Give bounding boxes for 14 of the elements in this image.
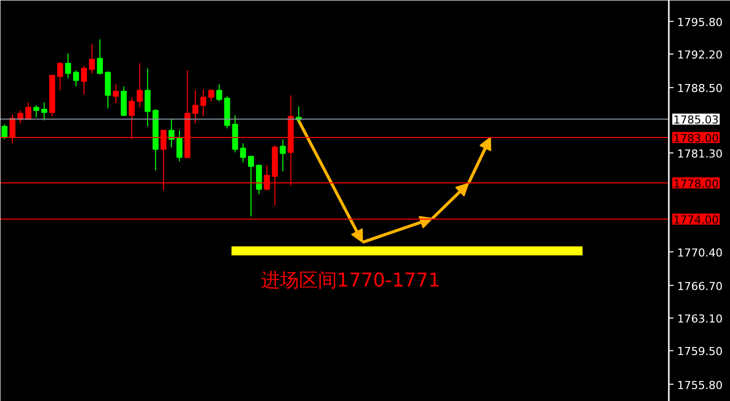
ref-line-label: 1774.00 [673, 214, 719, 227]
y-tick-label: 1755.80 [677, 378, 723, 392]
ref-line-label: 1785.03 [673, 114, 719, 127]
ref-line-label: 1778.00 [673, 177, 719, 190]
y-tick-label: 1766.70 [677, 280, 723, 293]
y-tick-label: 1759.50 [677, 345, 723, 358]
band-label: 进场区间1770-1771 [260, 269, 440, 292]
y-tick-label: 1795.80 [677, 16, 723, 29]
y-tick-label: 1763.10 [677, 312, 723, 326]
y-tick-label: 1792.20 [677, 48, 723, 62]
y-tick-label: 1788.50 [677, 82, 723, 96]
y-tick-label: 1781.30 [677, 147, 723, 160]
ref-line-label: 1783.00 [673, 132, 719, 145]
y-tick-label: 1770.40 [677, 246, 723, 260]
